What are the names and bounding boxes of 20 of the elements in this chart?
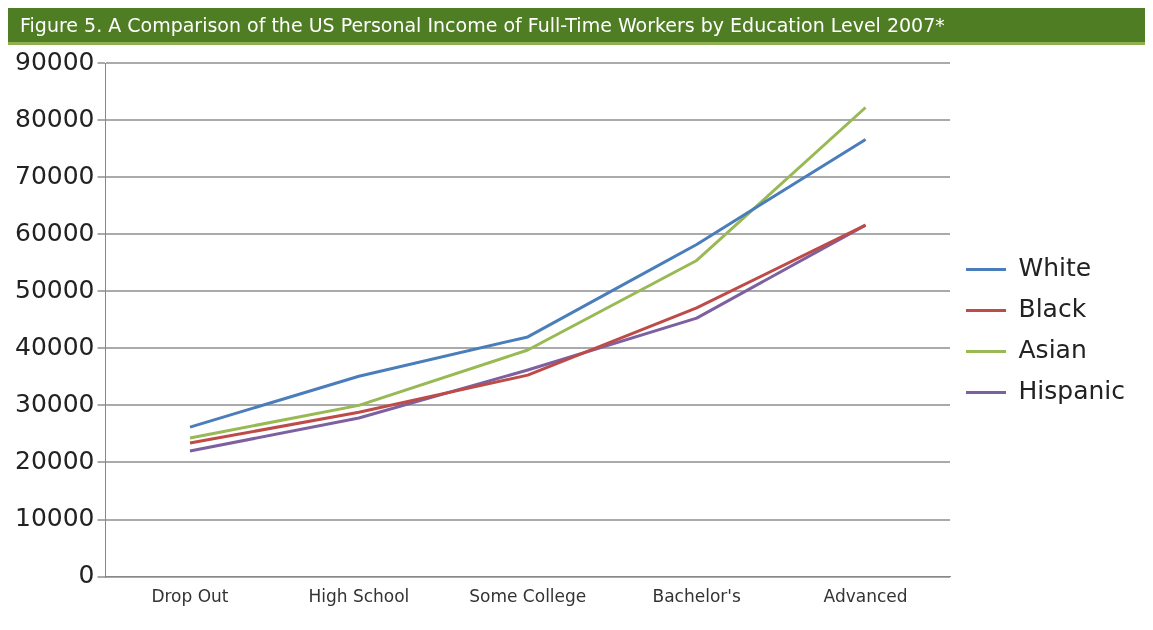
legend-label: Hispanic <box>1018 376 1126 405</box>
x-tick-label: Bachelor's <box>652 586 741 607</box>
x-tick-label: High School <box>308 586 410 607</box>
y-tick-label: 30000 <box>15 388 95 418</box>
chart-title: Figure 5. A Comparison of the US Personal Income of Full-Time Workers by Education Level 2007* <box>8 8 1145 45</box>
y-tick-label: 10000 <box>15 503 95 533</box>
y-tick-label: 40000 <box>15 331 95 361</box>
y-tick-label: 90000 <box>15 46 95 76</box>
y-tick-label: 20000 <box>15 445 95 475</box>
legend-label: Black <box>1018 294 1087 323</box>
y-tick-label: 60000 <box>15 217 95 247</box>
y-tick-label: 50000 <box>15 274 95 304</box>
y-tick-label: 70000 <box>15 160 95 190</box>
y-tick-label: 80000 <box>15 103 95 133</box>
x-tick-label: Advanced <box>823 586 908 607</box>
x-tick-label: Drop Out <box>151 586 229 607</box>
legend-label: White <box>1018 253 1092 282</box>
legend-label: Asian <box>1018 335 1087 364</box>
y-tick-label: 0 <box>78 560 95 590</box>
x-tick-label: Some College <box>469 586 587 607</box>
